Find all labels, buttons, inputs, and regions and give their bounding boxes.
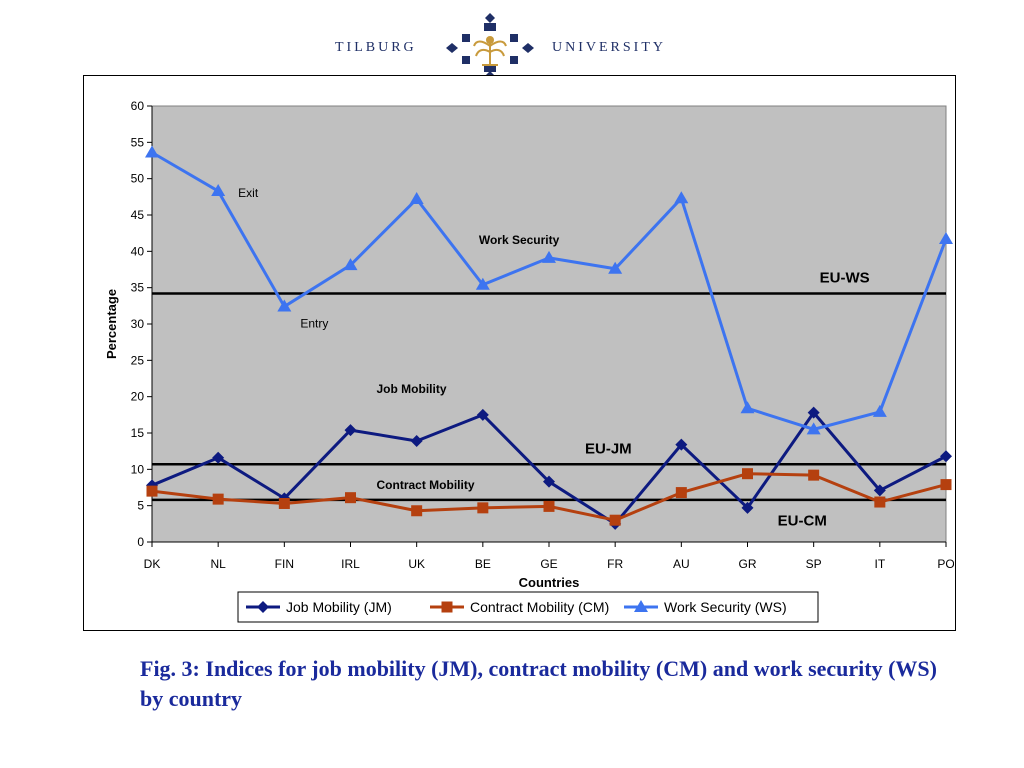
series-point	[212, 493, 224, 505]
y-tick-label: 5	[137, 499, 144, 513]
x-tick-label: BE	[475, 557, 491, 571]
y-tick-label: 50	[131, 172, 145, 186]
x-tick-label: GE	[540, 557, 557, 571]
chart-annotation: Exit	[238, 186, 259, 200]
series-point	[675, 487, 687, 499]
chart-frame: 0 5 10 15 20 25 30 35 40 45 50 55 60 DK NL FIN IRL UK BE GE…	[83, 75, 956, 631]
series-point	[145, 145, 159, 158]
x-tick-label: GR	[739, 557, 757, 571]
x-tick-label: UK	[408, 557, 425, 571]
series-point	[212, 451, 225, 464]
series-point	[874, 496, 886, 508]
series-point	[808, 469, 820, 481]
x-tick-label: PO	[937, 557, 954, 571]
chart-annotation: EU-JM	[585, 440, 632, 457]
series-point	[634, 600, 648, 612]
logo-word-right: University	[552, 40, 666, 55]
series-point	[477, 502, 489, 514]
series-point	[257, 601, 269, 613]
y-tick-label: 35	[131, 281, 145, 295]
x-tick-label: NL	[210, 557, 226, 571]
series-point	[277, 299, 292, 312]
series-point	[344, 424, 357, 437]
series-point	[211, 184, 226, 197]
series-point	[873, 484, 886, 497]
series-point	[476, 408, 489, 421]
series-point	[411, 505, 423, 517]
series-point	[872, 404, 887, 417]
series-point	[609, 514, 621, 526]
x-tick-label: DK	[144, 557, 161, 571]
x-tick-label: IT	[874, 557, 885, 571]
series-point	[675, 438, 688, 451]
chart-annotation: Job Mobility	[377, 382, 447, 396]
y-tick-label: 55	[131, 135, 145, 149]
university-logo-header: Tilburg University	[0, 0, 1024, 81]
plot-area	[151, 105, 947, 543]
university-emblem-icon	[446, 13, 534, 81]
line-chart: 0 5 10 15 20 25 30 35 40 45 50 55 60 DK NL FIN IRL UK BE GE…	[104, 99, 954, 623]
legend-entry: Work Security (WS)	[664, 599, 787, 615]
logo-word-left: Tilburg	[335, 40, 417, 55]
y-axis-title: Percentage	[104, 289, 119, 359]
chart-annotation: EU-WS	[820, 270, 870, 287]
chart-annotation: Contract Mobility	[377, 478, 475, 492]
y-tick-label: 0	[137, 535, 144, 549]
series-point	[345, 492, 356, 504]
series-point	[940, 479, 952, 491]
legend-box	[237, 591, 819, 623]
series-point	[608, 261, 623, 274]
y-tick-label: 15	[131, 426, 145, 440]
series-point	[543, 475, 555, 488]
series-point	[409, 192, 424, 205]
series-point	[542, 250, 556, 263]
x-tick-label: IRL	[341, 557, 360, 571]
y-tick-label: 40	[131, 244, 145, 258]
y-tick-label: 25	[131, 353, 145, 367]
x-tick-label: FR	[607, 557, 623, 571]
series-point	[475, 277, 490, 290]
series-point	[742, 468, 753, 480]
y-tick-label: 60	[131, 99, 145, 113]
chart-annotation: Work Security	[479, 233, 560, 247]
chart-annotation: EU-CM	[778, 512, 827, 529]
legend-entry: Contract Mobility (CM)	[470, 599, 609, 615]
y-tick-label: 20	[131, 390, 145, 404]
x-axis-title: Countries	[519, 575, 580, 590]
legend-entry: Job Mobility (JM)	[286, 599, 392, 615]
series-point	[543, 500, 555, 512]
x-tick-label: AU	[673, 557, 690, 571]
series-point	[940, 450, 952, 463]
series-point	[278, 497, 290, 509]
series-point	[806, 422, 821, 435]
y-tick-label: 45	[131, 208, 145, 222]
y-tick-label: 10	[131, 462, 145, 476]
series-point	[146, 485, 158, 497]
series-point	[410, 434, 423, 447]
series-point	[674, 191, 689, 204]
series-point	[807, 406, 820, 419]
figure-caption: Fig. 3: Indices for job mobility (JM), c…	[140, 656, 937, 711]
x-tick-label: SP	[806, 557, 822, 571]
series-point	[740, 401, 755, 414]
x-tick-label: FIN	[275, 557, 294, 571]
series-point	[343, 258, 358, 271]
chart-annotation: Entry	[300, 317, 328, 331]
y-tick-label: 30	[131, 317, 145, 331]
series-point	[939, 231, 953, 244]
series-point	[441, 601, 453, 613]
series-point	[741, 501, 754, 514]
